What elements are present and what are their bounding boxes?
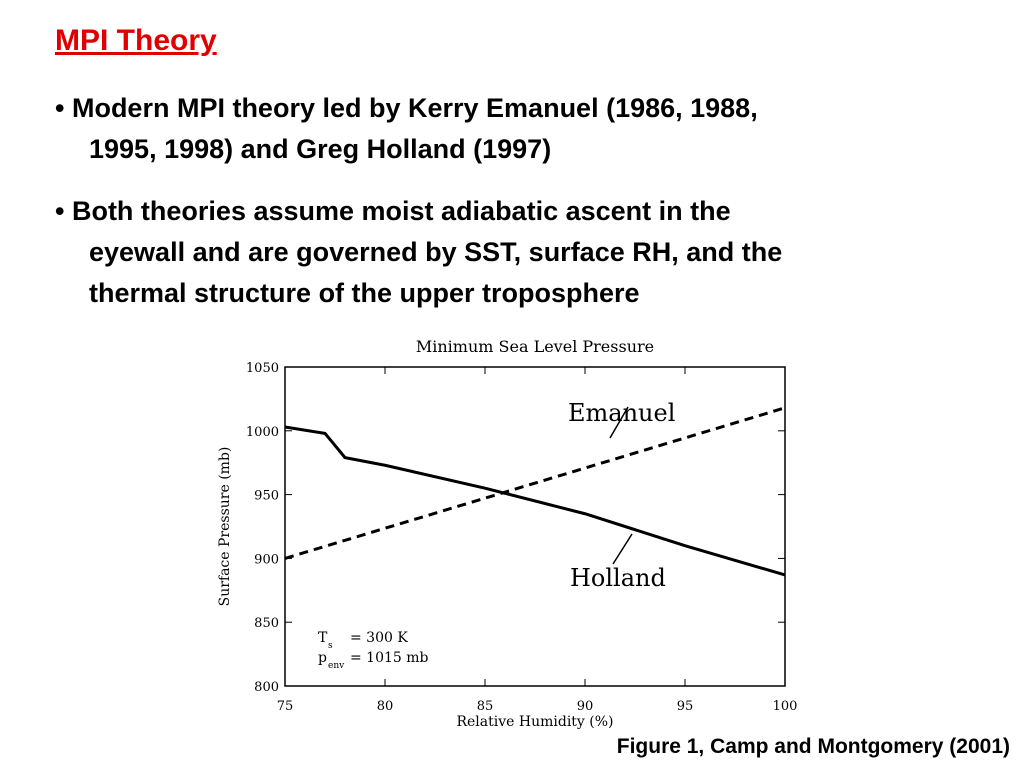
plot-frame bbox=[284, 366, 786, 687]
annotation-symbol: p bbox=[318, 650, 327, 666]
bullet-line: 1995, 1998) and Greg Holland (1997) bbox=[89, 134, 552, 164]
y-tick-label: 1050 bbox=[246, 361, 279, 376]
annotation-text: = 1015 mb bbox=[350, 650, 429, 666]
x-tick-label: 85 bbox=[477, 699, 494, 714]
annotation-symbol: T bbox=[318, 630, 328, 646]
series-line bbox=[284, 425, 786, 577]
bullet-line: • Modern MPI theory led by Kerry Emanuel… bbox=[55, 93, 758, 123]
slide-title: MPI Theory bbox=[55, 24, 217, 57]
x-tick-label: 75 bbox=[277, 699, 294, 714]
chart: Minimum Sea Level Pressure Relative Humid… bbox=[217, 337, 798, 730]
series-line bbox=[284, 406, 786, 560]
bullet: • Both theories assume moist adiabatic a… bbox=[55, 191, 782, 314]
bullet: • Modern MPI theory led by Kerry Emanuel… bbox=[55, 88, 758, 170]
series-label: Emanuel bbox=[568, 399, 675, 427]
figure-caption: Figure 1, Camp and Montgomery (2001) bbox=[616, 735, 1010, 758]
annotation-text: = 300 K bbox=[350, 630, 408, 646]
x-tick-label: 80 bbox=[377, 699, 394, 714]
x-tick-label: 95 bbox=[677, 699, 694, 714]
x-tick-label: 90 bbox=[577, 699, 594, 714]
bullet-line: thermal structure of the upper troposphe… bbox=[89, 278, 640, 308]
bullet-line: eyewall and are governed by SST, surface… bbox=[89, 237, 783, 267]
leader-line bbox=[609, 406, 629, 439]
y-tick-label: 850 bbox=[254, 616, 279, 631]
y-tick-label: 900 bbox=[254, 552, 279, 567]
y-tick-label: 950 bbox=[254, 489, 279, 504]
bullet-line: • Both theories assume moist adiabatic a… bbox=[55, 196, 731, 226]
annotation-sub: s bbox=[328, 641, 333, 651]
x-tick-label: 100 bbox=[773, 699, 798, 714]
annotation-sub: env bbox=[328, 661, 345, 671]
y-axis-label: Surface Pressure (mb) bbox=[217, 447, 233, 607]
y-tick-label: 1000 bbox=[246, 425, 279, 440]
y-tick-label: 800 bbox=[254, 680, 279, 695]
series-label: Holland bbox=[570, 564, 666, 592]
leader-line bbox=[612, 533, 633, 565]
chart-title: Minimum Sea Level Pressure bbox=[416, 337, 654, 356]
x-axis-label: Relative Humidity (%) bbox=[456, 714, 613, 730]
